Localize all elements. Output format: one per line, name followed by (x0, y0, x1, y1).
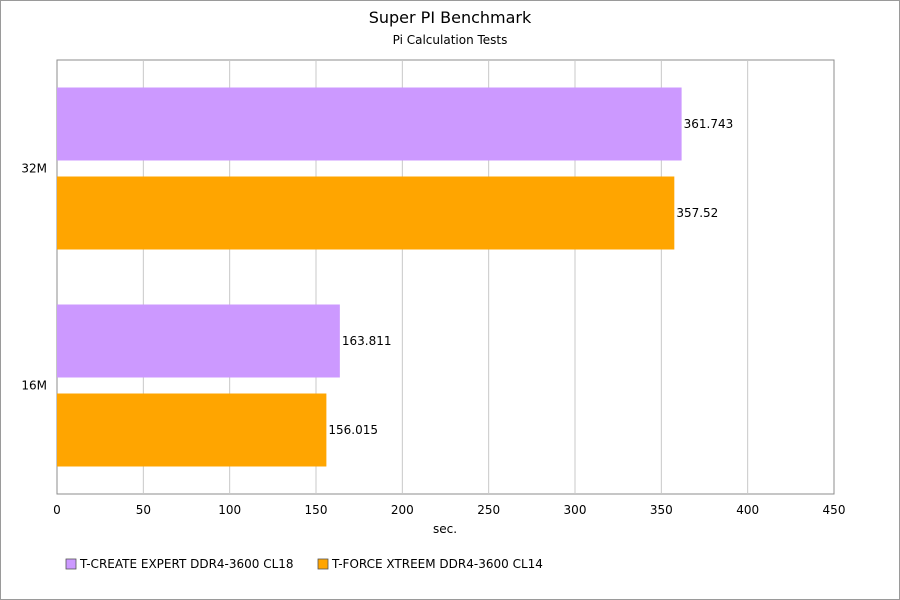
legend-swatch (317, 558, 329, 570)
legend: T-CREATE EXPERT DDR4-3600 CL18 T-FORCE XT… (65, 557, 543, 571)
x-tick-label: 50 (136, 503, 151, 517)
y-axis-ticks: 32M 16M (21, 162, 47, 393)
bars (57, 87, 682, 467)
y-tick-label: 16M (21, 379, 47, 393)
x-axis-label: sec. (433, 522, 457, 536)
chart-subtitle: Pi Calculation Tests (393, 33, 508, 47)
bar (57, 87, 682, 161)
x-axis-ticks: 0 50 100 150 200 250 300 350 400 450 (53, 503, 845, 517)
x-tick-label: 300 (564, 503, 587, 517)
chart-title: Super PI Benchmark (369, 8, 532, 27)
x-tick-label: 150 (305, 503, 328, 517)
x-tick-label: 250 (477, 503, 500, 517)
data-label: 357.52 (676, 206, 718, 220)
y-tick-label: 32M (21, 162, 47, 176)
legend-swatch (65, 558, 77, 570)
x-tick-label: 0 (53, 503, 61, 517)
legend-label: T-CREATE EXPERT DDR4-3600 CL18 (79, 557, 294, 571)
bar (57, 176, 675, 250)
x-tick-label: 100 (218, 503, 241, 517)
legend-label: T-FORCE XTREEM DDR4-3600 CL14 (331, 557, 543, 571)
data-label: 163.811 (342, 334, 392, 348)
x-tick-label: 450 (823, 503, 846, 517)
x-tick-label: 200 (391, 503, 414, 517)
data-label: 156.015 (328, 423, 378, 437)
x-tick-label: 400 (736, 503, 759, 517)
data-labels: 361.743 357.52 163.811 156.015 (328, 117, 733, 437)
bar (57, 304, 340, 378)
data-label: 361.743 (684, 117, 734, 131)
x-tick-label: 350 (650, 503, 673, 517)
bar (57, 393, 327, 467)
